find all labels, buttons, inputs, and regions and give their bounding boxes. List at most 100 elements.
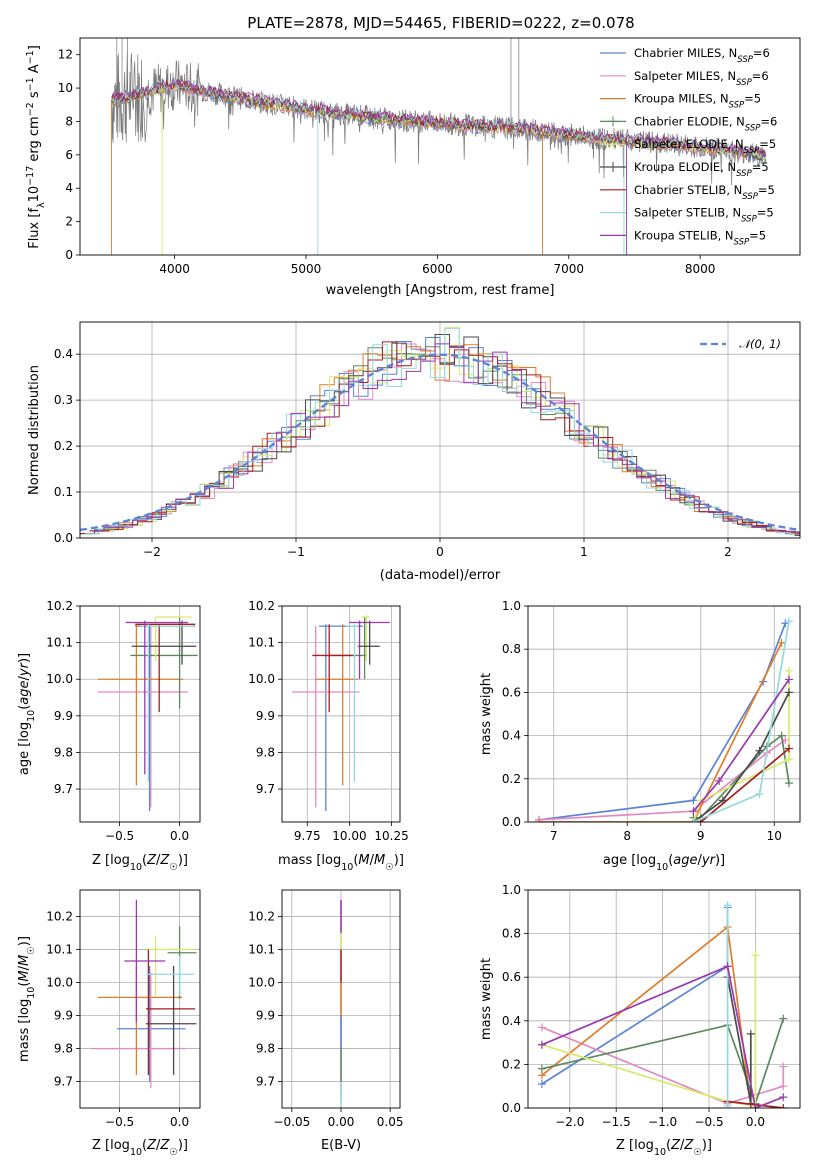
x-tick-label: 0.0	[746, 1115, 765, 1129]
x-tick-label: 0.05	[377, 1115, 404, 1129]
axes-frame	[527, 605, 801, 823]
weight-marker	[784, 617, 793, 626]
y-tick-label: 0.8	[502, 927, 521, 941]
y-tick-label: 0.2	[54, 439, 73, 453]
y-tick-label: 9.8	[256, 745, 275, 759]
x-tick-label: 9	[697, 829, 705, 843]
plot-area	[537, 901, 788, 1108]
y-tick-label: 12	[58, 48, 73, 62]
y-tick-label: 1.0	[502, 599, 521, 613]
weight-marker	[784, 688, 793, 697]
plot-area	[90, 899, 197, 1089]
weight-line	[693, 747, 790, 822]
weight-marker	[537, 1080, 546, 1089]
plot-area	[111, 38, 767, 255]
y-tick-label: 10.0	[46, 672, 73, 686]
residuals-panel: −2 −1 0 1 2 0.0 0.1 0.2 0.3 0.4 (data-model)/error…	[27, 321, 801, 583]
x-tick-label: 10.25	[374, 829, 408, 843]
legend-entry: Kroupa ELODIE, NSSP=5	[634, 160, 769, 179]
x-tick-label: 6000	[422, 262, 453, 276]
weight-line	[541, 1018, 785, 1107]
y-tick-label: 0	[65, 248, 73, 262]
weight-marker	[715, 776, 724, 785]
weight-marker	[537, 1023, 546, 1032]
weight-marker	[779, 1062, 788, 1071]
x-tick-label: −2.0	[555, 1115, 584, 1129]
legend-entry: Kroupa MILES, NSSP=5	[634, 92, 761, 111]
y-tick-label: 0.8	[502, 642, 521, 656]
mass-vs-metallicity-panel: −0.5 0.0 9.7 9.8 9.9 10.0 10.1 10.2 Z [log10(Z/Z…	[17, 889, 201, 1158]
x-axis-label: (data-model)/error	[380, 568, 501, 583]
age-vs-metallicity-panel: −0.5 0.0 9.7 9.8 9.9 10.0 10.1 10.2 Z [log10(Z/Z…	[17, 599, 201, 873]
x-tick-label: −1.0	[648, 1115, 677, 1129]
weight-marker	[784, 779, 793, 788]
weight-marker	[751, 951, 760, 960]
weight-marker	[779, 1014, 788, 1023]
weight-vs-age-panel: 7 8 9 10 0.0 0.2 0.4 0.6 0.8 1.0 age [log10(age/yr…	[479, 599, 801, 873]
weight-marker	[535, 818, 544, 822]
legend-entry: Salpeter STELIB, NSSP=5	[634, 206, 774, 225]
x-tick-label: 7	[550, 829, 558, 843]
y-tick-label: 10.2	[248, 909, 275, 923]
weight-vs-metallicity-panel: −2.0 −1.5 −1.0 −0.5 0.0 0.0 0.2 0.4 0.6 0.8 1.0 Z […	[479, 883, 801, 1158]
y-axis-label: Normed distribution	[27, 365, 42, 495]
weight-marker	[755, 746, 764, 755]
x-tick-label: −2	[143, 545, 161, 559]
weight-marker	[537, 1040, 546, 1049]
x-tick-label: 1	[580, 545, 588, 559]
x-tick-label: 5000	[291, 262, 322, 276]
plot-area	[80, 326, 800, 536]
plot-area	[535, 617, 793, 822]
axes-frame	[79, 321, 801, 539]
age-vs-mass-panel: 9.75 10.00 10.25 9.7 9.8 9.9 10.0 10.1 10.2 mass …	[248, 599, 408, 873]
axes-frame	[79, 605, 201, 823]
legend-entry: Chabrier STELIB, NSSP=5	[634, 183, 775, 202]
y-tick-label: 10.1	[46, 942, 73, 956]
y-tick-label: 9.9	[54, 709, 73, 723]
y-tick-label: 10.1	[248, 942, 275, 956]
y-tick-label: 10.1	[46, 636, 73, 650]
y-tick-label: 0.0	[54, 531, 73, 545]
legend-marker	[608, 162, 618, 172]
weight-marker	[723, 962, 732, 971]
y-tick-label: 9.7	[54, 1075, 73, 1089]
y-tick-label: 0.4	[502, 1014, 521, 1028]
plot-area	[98, 616, 198, 812]
weight-line	[539, 642, 783, 822]
y-tick-label: 10.0	[248, 672, 275, 686]
x-tick-label: −0.05	[273, 1115, 310, 1129]
y-tick-label: 0.0	[502, 815, 521, 829]
weight-marker	[779, 1082, 788, 1091]
residual-histogram	[89, 334, 800, 536]
weight-marker	[689, 807, 698, 816]
x-tick-label: −1.5	[602, 1115, 631, 1129]
weight-line	[692, 692, 790, 822]
weight-marker	[784, 675, 793, 684]
y-tick-label: 1.0	[502, 883, 521, 897]
weight-marker	[751, 1104, 760, 1108]
y-tick-label: 9.8	[256, 1042, 275, 1056]
weight-marker	[689, 796, 698, 805]
y-tick-label: 0.3	[54, 393, 73, 407]
x-tick-label: 0.00	[328, 1115, 355, 1129]
axes-frame	[79, 37, 801, 256]
y-tick-label: 10.0	[248, 975, 275, 989]
weight-marker	[779, 1093, 788, 1102]
y-tick-label: 0.6	[502, 685, 521, 699]
weight-line	[538, 622, 787, 821]
y-tick-label: 9.9	[54, 1009, 73, 1023]
y-axis-label: mass weight	[479, 958, 494, 1040]
x-axis-label: E(B-V)	[321, 1138, 361, 1153]
weight-marker	[784, 744, 793, 753]
axes-frame	[281, 889, 401, 1109]
x-tick-label: −1	[287, 545, 305, 559]
y-tick-label: 10.2	[46, 599, 73, 613]
legend-entry: Kroupa STELIB, NSSP=5	[634, 228, 766, 247]
residual-histogram	[84, 327, 800, 536]
x-axis-label: mass [log10(M/M☉)]	[278, 853, 404, 873]
x-tick-label: 2	[724, 545, 732, 559]
x-tick-label: 7000	[553, 262, 584, 276]
legend-entry: Salpeter MILES, NSSP=6	[634, 69, 769, 88]
x-axis-label: Z [log10(Z/Z☉)]	[92, 1138, 188, 1158]
